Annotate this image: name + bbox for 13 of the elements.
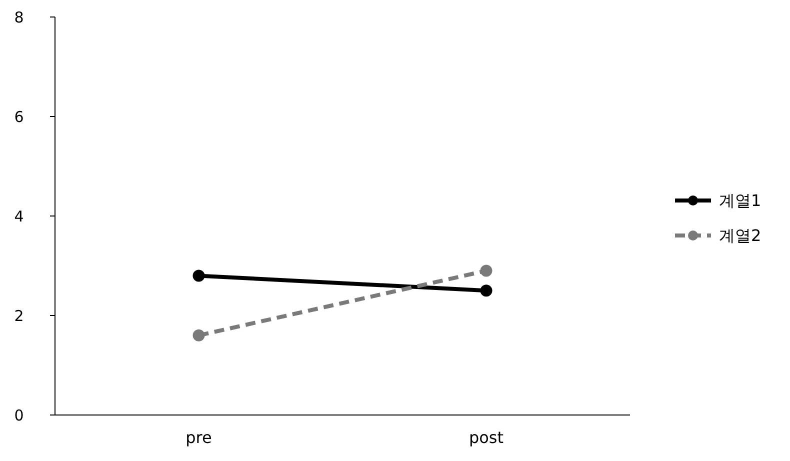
- y-tick-label: 6: [14, 108, 24, 126]
- x-tick-label: pre: [186, 428, 212, 447]
- point: [480, 284, 492, 297]
- point: [192, 329, 205, 342]
- y-tick-label: 8: [14, 8, 24, 26]
- y-tick-label: 2: [14, 306, 24, 325]
- legend-label: 계열2: [719, 226, 762, 246]
- y-tick-label: 0: [14, 406, 24, 424]
- legend-label: 계열1: [719, 191, 762, 210]
- y-tick-label: 4: [14, 207, 24, 226]
- point: [192, 270, 205, 282]
- point: [480, 264, 492, 277]
- x-tick-label: post: [468, 428, 504, 447]
